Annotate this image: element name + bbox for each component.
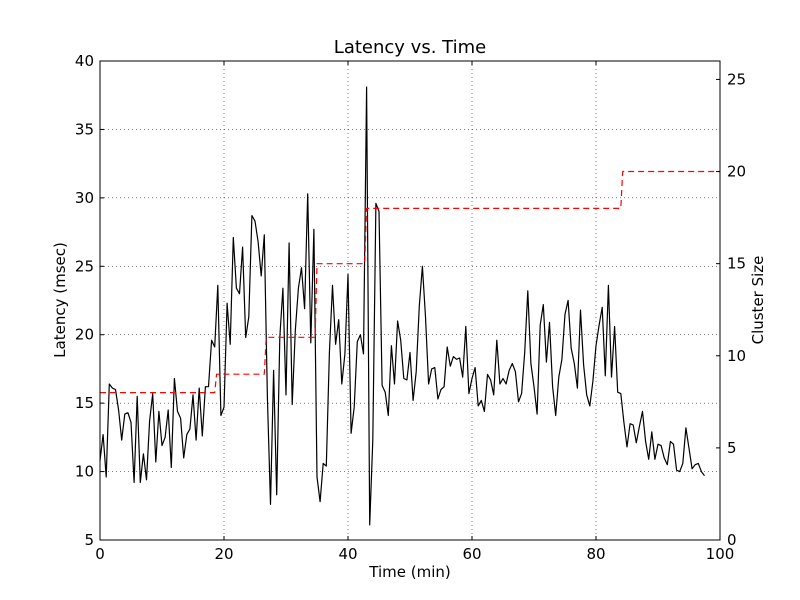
cluster-size-line	[100, 170, 720, 394]
x-tick-label: 20	[214, 545, 233, 563]
y2-tick-label: 25	[727, 70, 746, 88]
y-tick-label: 20	[75, 326, 94, 344]
grid	[100, 61, 720, 540]
y-tick-label: 5	[84, 531, 94, 549]
y-tick-label: 10	[75, 463, 94, 481]
y-tick-label: 15	[75, 394, 94, 412]
series-layer	[99, 86, 720, 526]
y2-tick-label: 5	[727, 439, 737, 457]
x-axis-label: Time (min)	[368, 563, 450, 581]
y2-tick-label: 15	[727, 255, 746, 273]
x-tick-label: 60	[462, 545, 481, 563]
x-tick-label: 40	[338, 545, 357, 563]
y-axis-label: Latency (msec)	[51, 242, 69, 358]
plot-area	[100, 61, 720, 540]
plot-frame	[99, 60, 721, 541]
y-tick-label: 40	[75, 52, 94, 70]
y2-tick-label: 0	[727, 531, 737, 549]
y2-tick-label: 20	[727, 163, 746, 181]
x-tick-label: 100	[706, 545, 735, 563]
x-tick-label: 0	[95, 545, 105, 563]
latency-line	[99, 86, 705, 526]
chart-title: Latency vs. Time	[334, 37, 486, 58]
y-tick-label: 35	[75, 120, 94, 138]
x-tick-label: 80	[586, 545, 605, 563]
y-tick-label: 25	[75, 257, 94, 275]
y2-axis-label: Cluster Size	[749, 256, 767, 345]
y-tick-label: 30	[75, 189, 94, 207]
y2-tick-label: 10	[727, 347, 746, 365]
